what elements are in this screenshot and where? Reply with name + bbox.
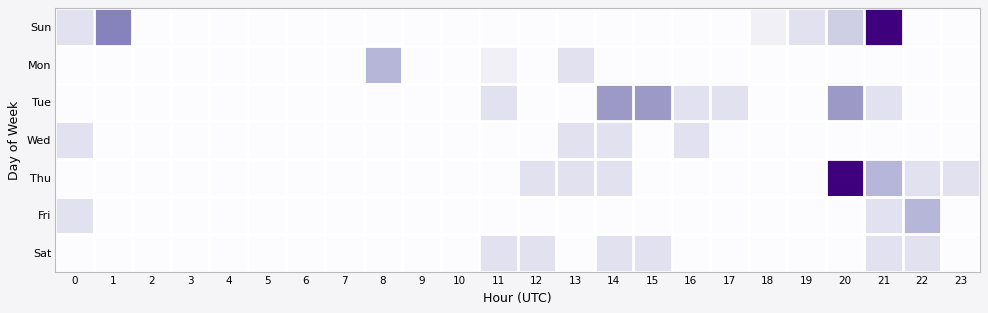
Y-axis label: Day of Week: Day of Week xyxy=(8,100,22,180)
X-axis label: Hour (UTC): Hour (UTC) xyxy=(483,292,552,305)
